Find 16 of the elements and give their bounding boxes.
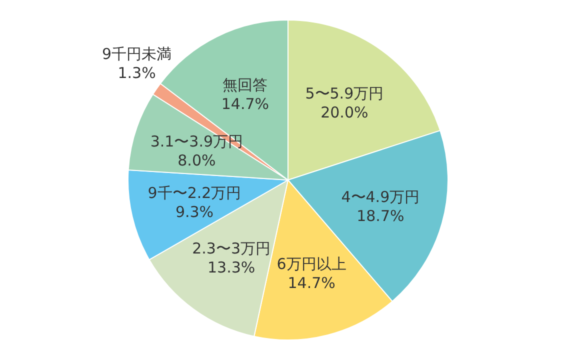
data-label: 9.3%	[175, 202, 214, 221]
data-label: 14.7%	[288, 274, 336, 292]
slice-label: 3.1〜3.9万円	[150, 132, 244, 150]
data-label: 8.0%	[178, 151, 216, 170]
data-label: 1.3%	[118, 64, 156, 82]
slice-label: 2.3〜3万円	[192, 239, 271, 258]
data-label: 18.7%	[356, 206, 404, 225]
slice-label: 無回答	[222, 76, 268, 94]
slice-label: 4〜4.9万円	[341, 188, 420, 206]
slice-label: 9千〜2.2万円	[148, 184, 242, 202]
slice-label: 6万円以上	[276, 255, 346, 274]
data-label: 14.7%	[221, 95, 270, 114]
data-label: 13.3%	[208, 258, 256, 276]
slice-label: 9千円未満	[102, 45, 172, 64]
slice-label: 5〜5.9万円	[305, 84, 384, 102]
data-label: 20.0%	[320, 103, 368, 122]
